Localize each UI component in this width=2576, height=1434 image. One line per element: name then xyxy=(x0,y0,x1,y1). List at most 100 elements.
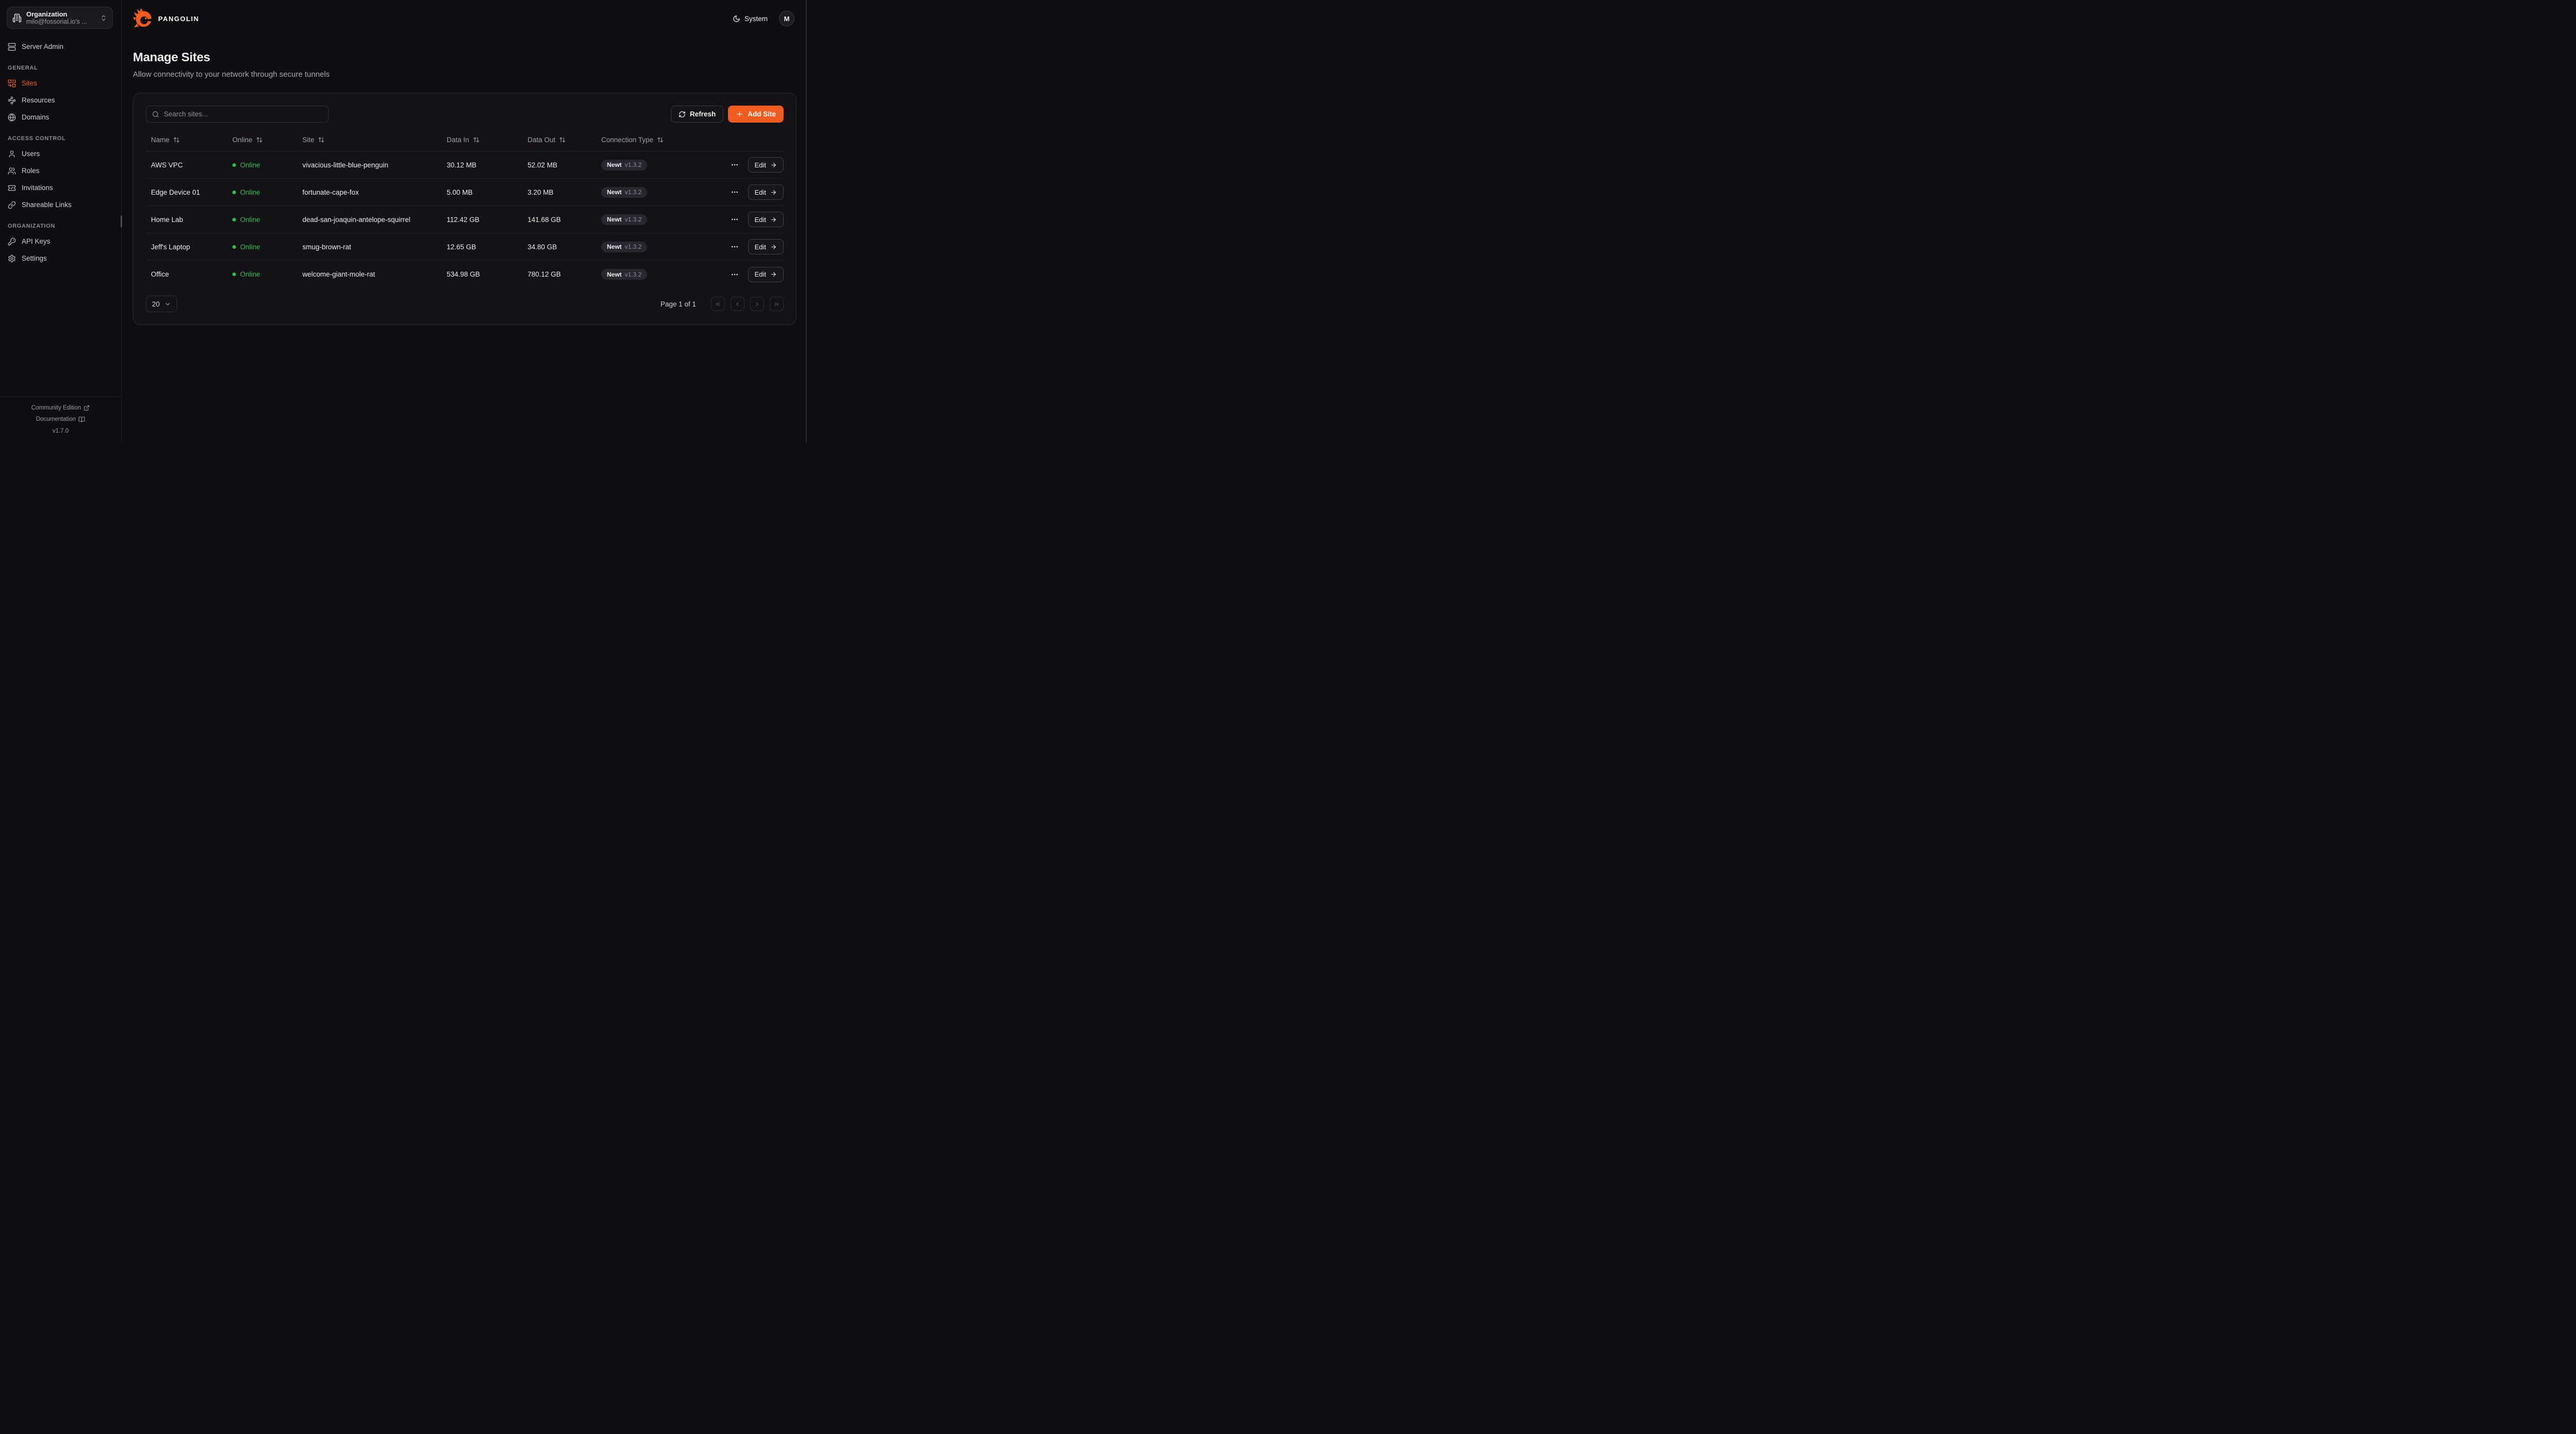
table-row: AWS VPC Online vivacious-little-blue-pengu… xyxy=(146,151,784,179)
sidebar-item-api-keys[interactable]: API Keys xyxy=(8,233,113,250)
chevron-right-icon xyxy=(756,302,758,306)
cell-data-out: 3.20 MB xyxy=(528,188,554,196)
edit-button[interactable]: Edit xyxy=(748,239,784,254)
search-icon xyxy=(152,111,159,117)
page-size-select[interactable]: 20 xyxy=(146,296,178,312)
main-area: PANGOLIN System M Manage Sites Allow con… xyxy=(122,0,808,443)
cell-data-in: 534.98 GB xyxy=(447,270,480,278)
arrow-up-down-icon xyxy=(257,137,262,143)
edit-button[interactable]: Edit xyxy=(748,266,784,282)
cell-data-in: 12.65 GB xyxy=(447,243,477,251)
sites-table: Name Online Site Data In xyxy=(146,129,784,288)
sidebar-item-label: Server Admin xyxy=(22,43,64,50)
cell-actions: Edit xyxy=(716,157,784,173)
table-row: Edge Device 01 Online fortunate-cape-fox 5.… xyxy=(146,179,784,206)
connection-badge: Newt v1.3.2 xyxy=(601,269,648,280)
sidebar-footer: Community Edition Documentation v1.7.0 xyxy=(0,396,121,443)
sidebar-item-label: Sites xyxy=(22,79,38,87)
column-header-site[interactable]: Site xyxy=(297,136,442,144)
column-header-connection-type[interactable]: Connection Type xyxy=(596,136,716,144)
column-header-online[interactable]: Online xyxy=(227,136,297,144)
topbar: PANGOLIN System M xyxy=(122,0,808,37)
community-edition-link[interactable]: Community Edition xyxy=(31,402,90,414)
sidebar-item-roles[interactable]: Roles xyxy=(8,162,113,179)
online-status-label: Online xyxy=(240,243,261,251)
section-label-general: GENERAL xyxy=(8,65,38,71)
page-status: Page 1 of 1 xyxy=(660,300,696,308)
arrow-right-icon xyxy=(771,244,776,249)
sidebar-item-sites[interactable]: Sites xyxy=(8,75,113,92)
chevrons-up-down-icon xyxy=(101,15,106,21)
book-open-icon xyxy=(78,416,85,422)
row-menu-button[interactable] xyxy=(730,160,740,170)
avatar[interactable]: M xyxy=(779,11,794,26)
first-page-button[interactable] xyxy=(711,297,725,311)
page-title: Manage Sites xyxy=(133,50,210,64)
search-input[interactable] xyxy=(146,106,329,123)
sites-card: Refresh Add Site Name xyxy=(133,93,796,325)
theme-toggle[interactable]: System xyxy=(733,15,768,23)
column-header-data-in[interactable]: Data In xyxy=(442,136,522,144)
documentation-link[interactable]: Documentation xyxy=(36,414,85,425)
edit-button[interactable]: Edit xyxy=(748,212,784,227)
table-row: Jeff's Laptop Online smug-brown-rat 12.65 G… xyxy=(146,233,784,261)
sidebar-item-server-admin[interactable]: Server Admin xyxy=(8,38,113,55)
ellipsis-icon xyxy=(731,218,738,220)
add-site-button[interactable]: Add Site xyxy=(728,106,784,123)
row-menu-button[interactable] xyxy=(730,214,740,225)
app-window: Organization milo@fossorial.io's ... Ser… xyxy=(0,0,808,443)
cell-name: Home Lab xyxy=(151,215,183,224)
ticket-check-icon xyxy=(8,185,16,191)
server-icon xyxy=(8,43,16,50)
edit-button[interactable]: Edit xyxy=(748,157,784,173)
online-status-label: Online xyxy=(240,215,261,224)
documentation-label: Documentation xyxy=(36,416,76,422)
row-menu-button[interactable] xyxy=(730,269,740,280)
sidebar-item-users[interactable]: Users xyxy=(8,145,113,162)
cell-data-out: 141.68 GB xyxy=(528,215,561,224)
cell-actions: Edit xyxy=(716,239,784,254)
edit-button[interactable]: Edit xyxy=(748,184,784,200)
column-header-data-out[interactable]: Data Out xyxy=(522,136,596,144)
organization-label: Organization xyxy=(26,10,67,18)
chevron-left-icon xyxy=(736,302,739,306)
sidebar: Organization milo@fossorial.io's ... Ser… xyxy=(0,0,122,443)
column-header-name[interactable]: Name xyxy=(146,136,227,144)
cell-data-out: 780.12 GB xyxy=(528,270,561,278)
row-menu-button[interactable] xyxy=(730,242,740,252)
row-menu-button[interactable] xyxy=(730,187,740,197)
sidebar-item-resources[interactable]: Resources xyxy=(8,92,113,109)
community-edition-label: Community Edition xyxy=(31,404,81,411)
cell-actions: Edit xyxy=(716,266,784,282)
sidebar-item-shareable-links[interactable]: Shareable Links xyxy=(8,196,113,213)
version-label: v1.7.0 xyxy=(52,428,69,434)
cell-connection-type: Newt v1.3.2 xyxy=(596,159,716,170)
chevrons-right-icon xyxy=(774,302,779,306)
cell-name: Jeff's Laptop xyxy=(151,243,190,251)
cell-site: welcome-giant-mole-rat xyxy=(302,270,376,278)
link-icon xyxy=(8,201,16,209)
table-row: Office Online welcome-giant-mole-rat 534.98… xyxy=(146,261,784,288)
refresh-icon xyxy=(679,111,685,117)
cell-name: AWS VPC xyxy=(151,161,183,169)
sidebar-item-settings[interactable]: Settings xyxy=(8,250,113,267)
sidebar-item-invitations[interactable]: Invitations xyxy=(8,179,113,196)
next-page-button[interactable] xyxy=(750,297,764,311)
arrow-up-down-icon xyxy=(318,137,325,143)
cell-data-in: 30.12 MB xyxy=(447,161,477,169)
sidebar-resize-handle[interactable] xyxy=(121,215,122,228)
organization-selector[interactable]: Organization milo@fossorial.io's ... xyxy=(7,7,113,29)
connection-badge: Newt v1.3.2 xyxy=(601,241,648,252)
sidebar-item-domains[interactable]: Domains xyxy=(8,109,113,126)
refresh-button[interactable]: Refresh xyxy=(670,106,724,123)
scrollbar[interactable] xyxy=(806,0,807,443)
waypoints-icon xyxy=(8,96,16,104)
arrow-up-down-icon xyxy=(174,137,179,143)
cell-online: Online xyxy=(227,161,297,169)
previous-page-button[interactable] xyxy=(731,297,744,311)
user-icon xyxy=(9,150,15,158)
last-page-button[interactable] xyxy=(770,297,784,311)
cell-data-in: 112.42 GB xyxy=(447,215,480,224)
sidebar-item-label: Users xyxy=(22,150,40,158)
page-subtitle: Allow connectivity to your network throu… xyxy=(133,70,330,79)
